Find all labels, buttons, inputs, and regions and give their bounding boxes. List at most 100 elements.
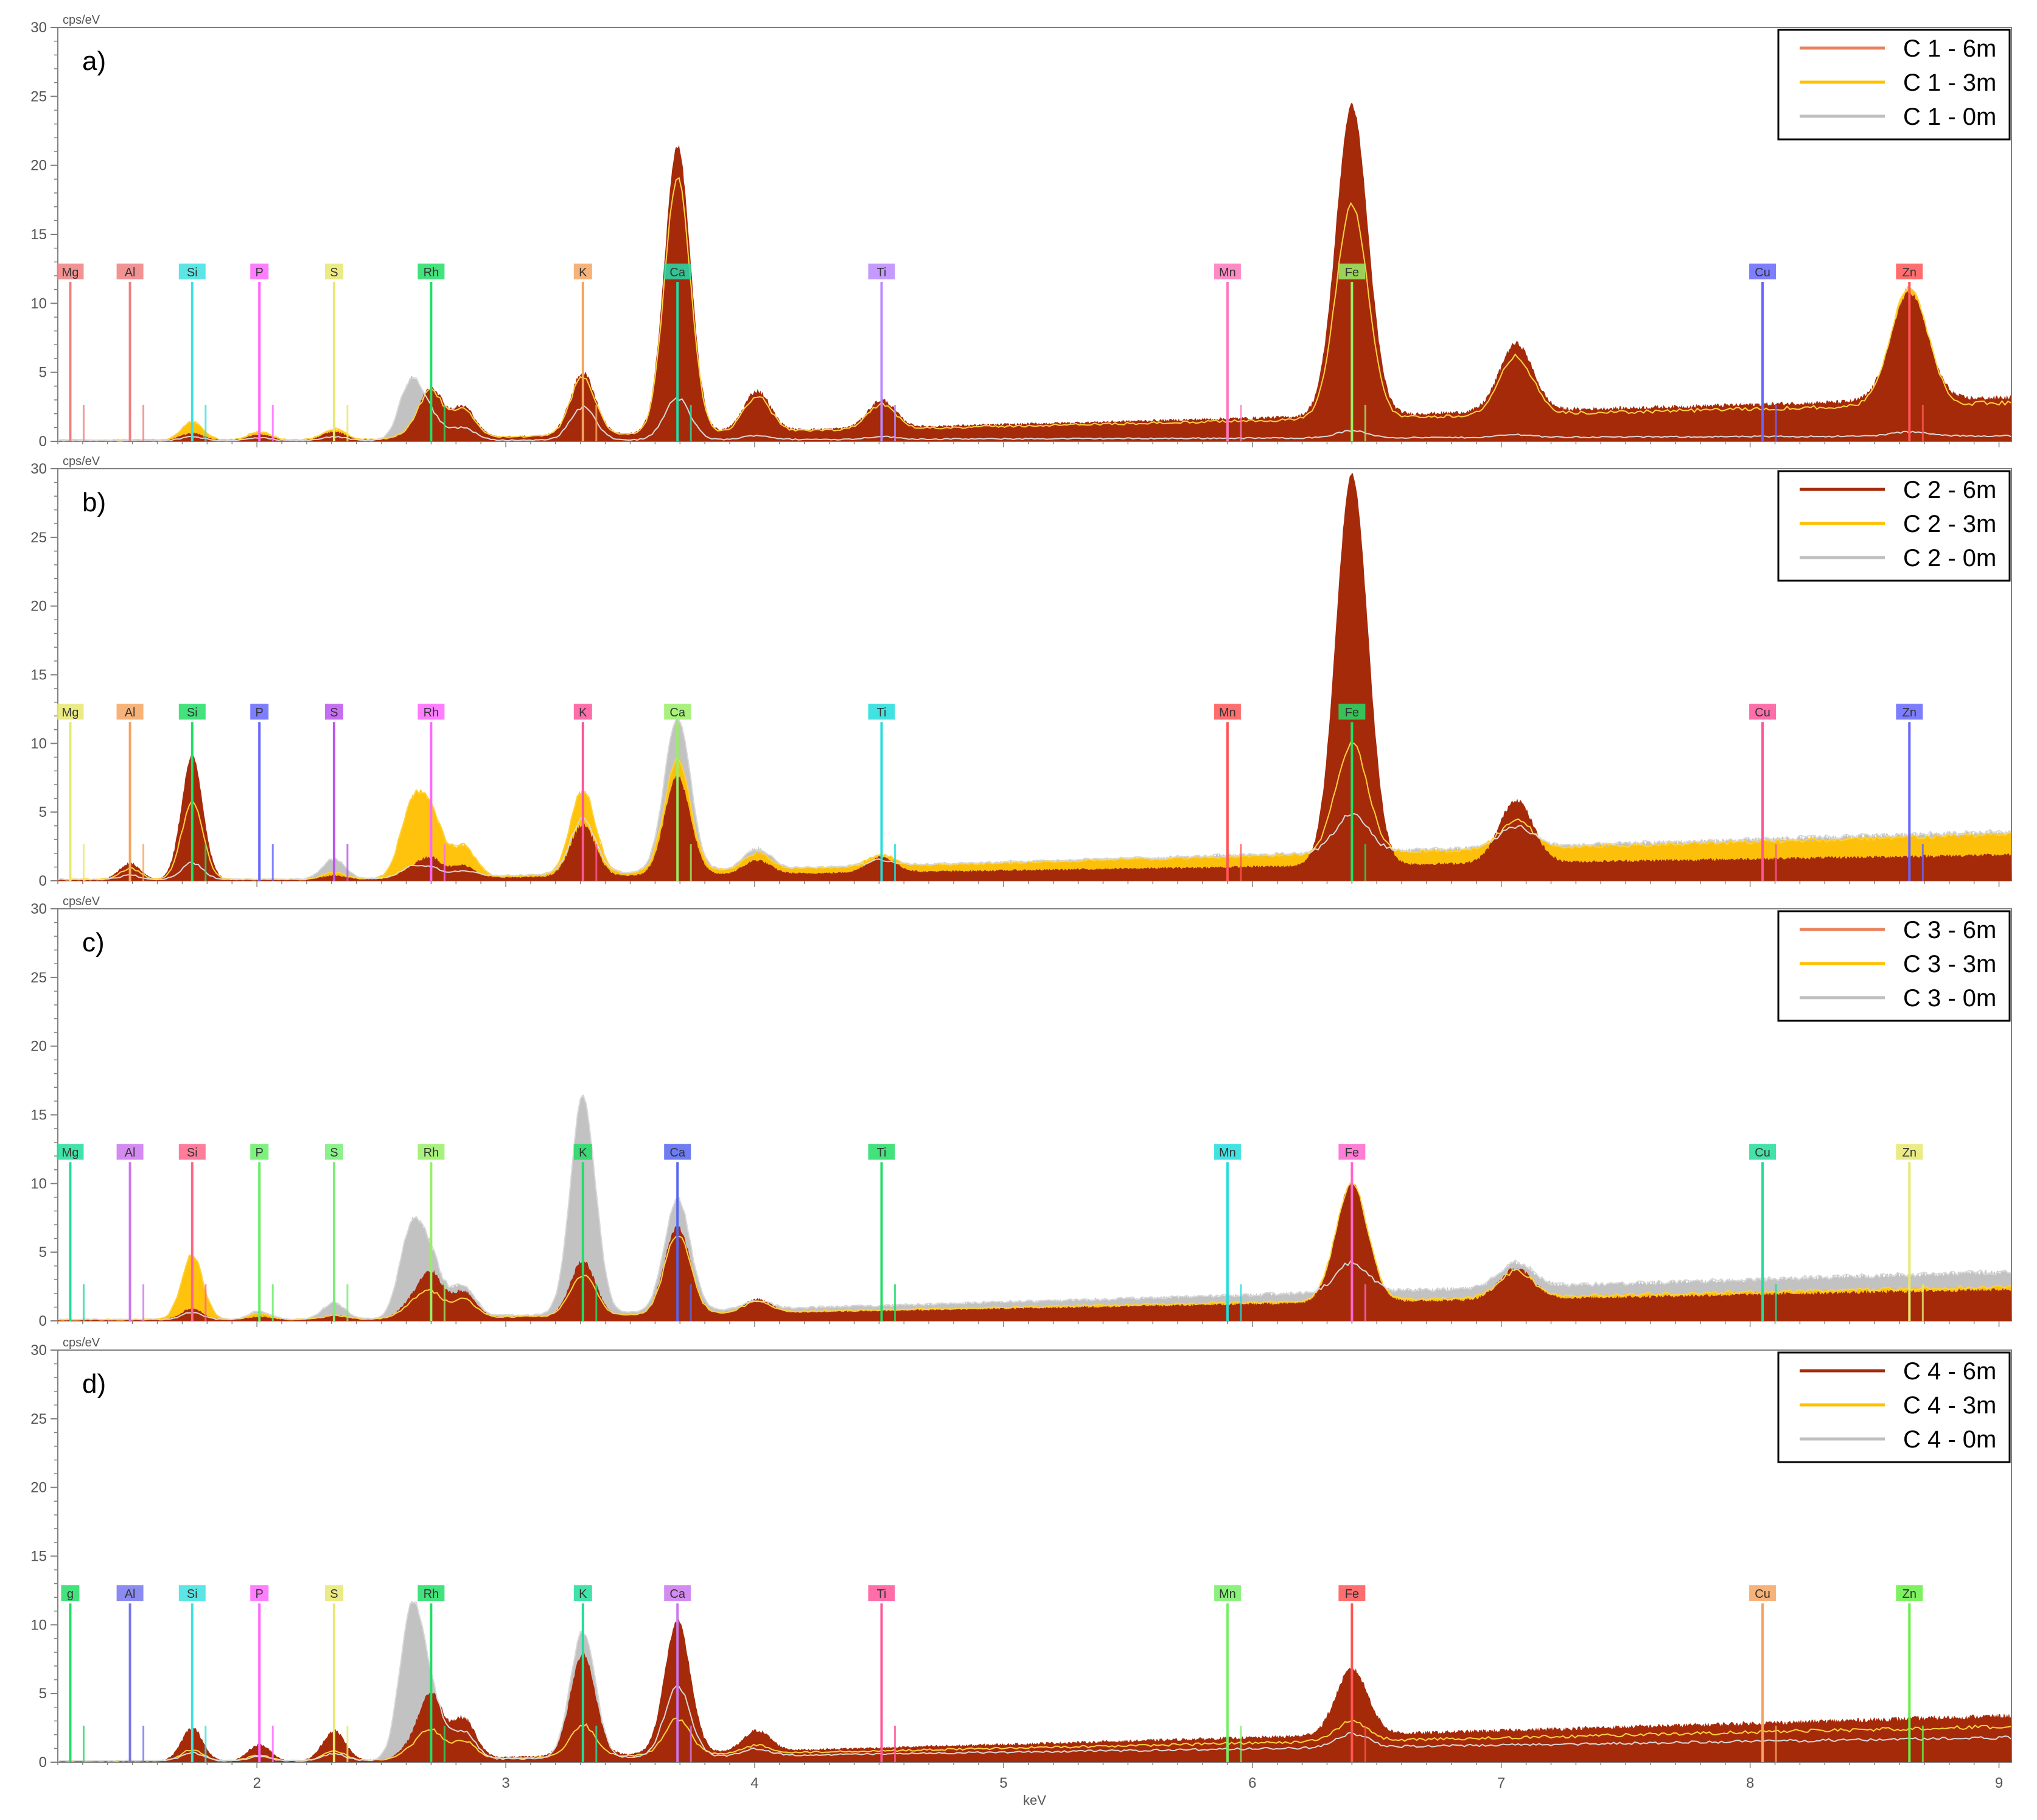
element-tag [1338,704,1366,720]
element-label: P [256,266,264,279]
element-label: Mn [1219,706,1236,719]
legend-entry: C 1 - 0m [1903,103,1996,130]
legend-entry: C 3 - 3m [1903,951,1996,978]
series-area-6m [58,1183,2011,1321]
y-tick-label: 15 [30,226,47,243]
element-label: Cu [1755,1146,1770,1160]
legend-entry: C 4 - 0m [1903,1426,1996,1453]
element-label: Cu [1755,1587,1770,1601]
series-line-0m [57,377,2011,442]
element-tag [573,704,592,720]
element-tag [418,1144,445,1160]
element-label: Si [187,1146,198,1160]
element-label: Rh [424,1587,439,1601]
y-tick-label: 5 [39,365,47,381]
y-tick-label: 10 [30,1175,47,1192]
element-label: K [579,266,587,279]
panel-label: b) [82,488,106,517]
y-tick-label: 25 [30,530,47,546]
y-tick-label: 30 [30,19,47,36]
element-tag [418,704,445,720]
element-label: Fe [1345,1146,1359,1160]
element-tag [573,1585,592,1601]
element-tag [178,704,206,720]
y-tick-label: 30 [30,1342,47,1359]
series-line-3m [57,741,2011,881]
element-label: Mn [1219,1587,1236,1601]
y-tick-label: 15 [30,1549,47,1565]
element-tag [664,1585,691,1601]
element-tag [116,704,144,720]
series-line-3m [57,1181,2011,1321]
y-tick-label: 25 [30,1411,47,1427]
element-tag [868,1144,895,1160]
element-tag [324,1144,343,1160]
element-tag [250,1585,269,1601]
element-label: Al [125,706,136,719]
legend-entry: C 3 - 0m [1903,985,1996,1012]
y-tick-label: 20 [30,158,47,174]
spectrum-panel: cps/eV 0 5 10 15 20 25 30 g Al Si P S Rh K Ca Ti Mn Fe Cu Zn… [30,1336,2012,1771]
element-tag [1749,1585,1777,1601]
element-tag [1214,264,1241,279]
element-tag [250,1144,269,1160]
element-label: Mg [62,266,79,279]
legend-entry: C 1 - 3m [1903,69,1996,96]
element-tag [1896,264,1923,279]
y-axis-label: cps/eV [63,895,100,908]
y-tick-label: 0 [39,1313,47,1329]
element-label: Fe [1345,1587,1359,1601]
plot-frame [57,468,2012,881]
element-label: Cu [1755,266,1770,279]
x-tick-label: 5 [999,1775,1007,1791]
element-tag [116,264,144,279]
element-label: Ti [877,266,887,279]
element-tag [868,264,895,279]
element-label: Ti [877,1146,887,1160]
element-label: Mg [62,1146,79,1160]
element-label: Zn [1902,1587,1916,1601]
x-tick-label: 4 [750,1775,758,1791]
element-label: Fe [1345,266,1359,279]
element-label: Mn [1219,266,1236,279]
element-label: Zn [1902,706,1916,719]
element-label: Ti [877,706,887,719]
y-axis-label: cps/eV [63,455,100,468]
plot-frame [57,908,2012,1321]
element-label: K [579,1146,587,1160]
element-label: Al [125,1146,136,1160]
element-label: Rh [424,266,439,279]
y-axis-label: cps/eV [63,13,100,27]
element-label: S [330,1146,338,1160]
element-tag [116,1144,144,1160]
element-tag [1896,1144,1923,1160]
element-label: Si [187,266,198,279]
element-tag [664,704,691,720]
element-tag [61,1585,80,1601]
y-tick-label: 25 [30,88,47,105]
element-tag [178,264,206,279]
element-label: Ca [669,266,685,279]
element-tag [57,264,84,279]
element-label: Si [187,706,198,719]
legend-entry: C 2 - 6m [1903,477,1996,503]
element-label: S [330,1587,338,1601]
element-tag [1749,264,1777,279]
element-tag [1896,704,1923,720]
element-tag [324,264,343,279]
element-label: S [330,266,338,279]
y-tick-label: 10 [30,735,47,752]
panel-label: c) [82,928,105,957]
element-label: Zn [1902,1146,1916,1160]
element-label: Zn [1902,266,1916,279]
element-tag [178,1144,206,1160]
series-line-0m [57,1094,2011,1321]
element-label: P [256,706,264,719]
element-tag [1338,1585,1366,1601]
legend-entry: C 3 - 6m [1903,917,1996,943]
element-tag [1214,1144,1241,1160]
legend-entry: C 4 - 3m [1903,1392,1996,1419]
element-label: Cu [1755,706,1770,719]
element-tag [868,704,895,720]
element-label: Mn [1219,1146,1236,1160]
